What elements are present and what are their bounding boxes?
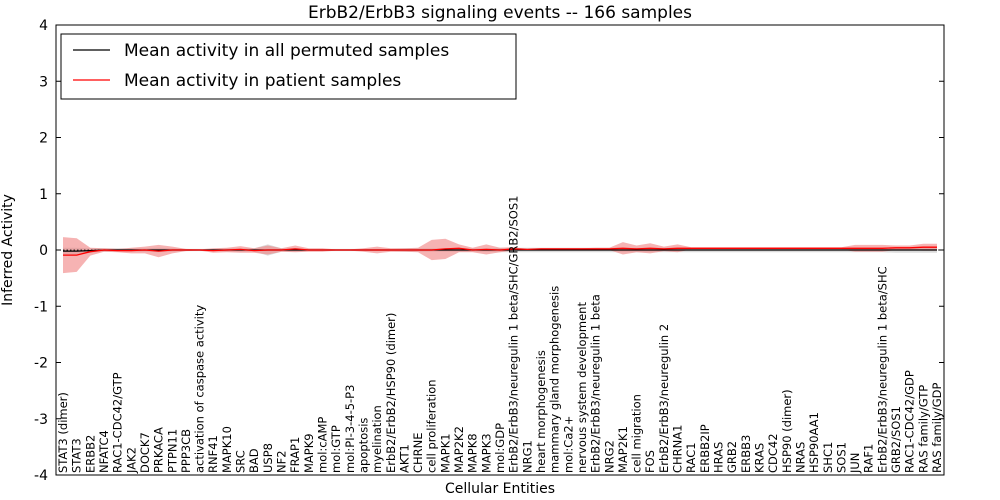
plot-frame bbox=[55, 24, 945, 476]
x-category-label: myelination bbox=[370, 405, 384, 473]
y-tick-label: -3 bbox=[34, 412, 48, 428]
x-category-label: RAC1 bbox=[684, 442, 698, 473]
x-category-label: GRB2 bbox=[725, 441, 739, 473]
x-category-label: RAC1-CDC42/GDP bbox=[903, 370, 917, 473]
x-category-label: SRC bbox=[234, 450, 248, 473]
x-category-label: mol:cAMP bbox=[315, 417, 329, 473]
x-category-label: RNF41 bbox=[206, 435, 220, 473]
x-category-label: NFATC4 bbox=[97, 430, 111, 473]
y-tick-label: -2 bbox=[34, 356, 48, 372]
x-category-label: RAC1-CDC42/GTP bbox=[111, 372, 125, 473]
legend: Mean activity in all permuted samples Me… bbox=[60, 33, 517, 100]
x-category-label: apoptosis bbox=[356, 418, 370, 473]
x-category-label: HSP90AA1 bbox=[807, 412, 821, 473]
x-category-label: ErbB2/ErbB3/neuregulin 1 beta bbox=[589, 294, 603, 473]
legend-label-patient: Mean activity in patient samples bbox=[124, 71, 401, 91]
x-category-label: MAPK10 bbox=[220, 426, 234, 473]
x-category-label: mol:GDP bbox=[493, 423, 507, 473]
series-lines bbox=[56, 246, 944, 256]
x-category-label: CDC42 bbox=[766, 433, 780, 473]
x-category-labels: STAT3 (dimer) STAT3 ERBB2 NFATC4 RAC1-CDC42/… bbox=[56, 196, 944, 474]
x-category-label: NF2 bbox=[275, 450, 289, 473]
x-category-label: USP8 bbox=[261, 443, 275, 473]
y-tick-label: -1 bbox=[34, 299, 48, 315]
x-category-label: MAPK9 bbox=[302, 433, 316, 473]
legend-box bbox=[60, 33, 517, 100]
x-category-label: NRAS bbox=[793, 442, 807, 473]
x-category-label: FRAP1 bbox=[288, 437, 302, 473]
x-category-label: RAS family/GDP bbox=[930, 383, 944, 473]
x-category-label: MAP2K2 bbox=[452, 426, 466, 473]
x-category-label: mol:Ca2+ bbox=[561, 416, 575, 473]
x-category-label: ErbB2/ErbB2/HSP90 (dimer) bbox=[384, 313, 398, 473]
x-category-label: BAD bbox=[247, 448, 261, 473]
x-category-label: FOS bbox=[643, 450, 657, 473]
x-category-label: ErbB2/ErbB3/neuregulin 1 beta/SHC bbox=[875, 266, 889, 473]
legend-label-permuted: Mean activity in all permuted samples bbox=[124, 41, 449, 61]
x-category-label: mol:GTP bbox=[329, 425, 343, 473]
x-category-label: cell migration bbox=[630, 394, 644, 473]
x-category-label: DOCK7 bbox=[138, 432, 152, 473]
x-category-label: AKT1 bbox=[397, 444, 411, 473]
x-category-label: GRB2/SOS1 bbox=[889, 406, 903, 473]
y-tick-label: 2 bbox=[39, 131, 48, 147]
band-series-1 bbox=[63, 237, 937, 274]
x-category-label: MAP2K1 bbox=[616, 426, 630, 473]
x-category-label: MAPK8 bbox=[466, 433, 480, 473]
y-axis-ticks: -4 -3 -2 -1 0 1 2 3 4 bbox=[34, 18, 944, 484]
x-category-label: SOS1 bbox=[834, 442, 848, 473]
x-category-label: KRAS bbox=[752, 443, 766, 473]
line-series-1 bbox=[63, 246, 937, 256]
x-category-label: JAK2 bbox=[124, 447, 138, 474]
x-category-label: activation of caspase activity bbox=[193, 305, 207, 473]
x-category-label: RAS family/GTP bbox=[916, 385, 930, 473]
x-category-label: ERBB2 bbox=[83, 435, 97, 473]
y-axis-label: Inferred Activity bbox=[0, 194, 16, 306]
x-category-label: nervous system development bbox=[575, 302, 589, 473]
x-category-label: STAT3 bbox=[70, 438, 84, 473]
uncertainty-bands bbox=[63, 237, 937, 274]
x-category-label: cell proliferation bbox=[425, 379, 439, 473]
y-tick-label: 3 bbox=[39, 74, 48, 90]
x-category-label: SHC1 bbox=[821, 442, 835, 473]
y-tick-label: -4 bbox=[34, 468, 48, 484]
x-category-label: CHRNA1 bbox=[671, 425, 685, 473]
x-category-label: mol:PI-3-4-5-P3 bbox=[343, 385, 357, 473]
x-category-label: ERBB3 bbox=[739, 435, 753, 473]
x-category-label: JUN bbox=[848, 453, 862, 474]
x-category-label: PPP3CB bbox=[179, 429, 193, 473]
x-category-label: NRG2 bbox=[602, 440, 616, 473]
x-category-label: PTPN11 bbox=[165, 429, 179, 473]
x-category-label: NRG1 bbox=[520, 440, 534, 473]
x-category-label: STAT3 (dimer) bbox=[56, 392, 70, 473]
x-category-label: CHRNE bbox=[411, 432, 425, 473]
x-category-label: ERBB2IP bbox=[698, 424, 712, 473]
x-category-label: mammary gland morphogenesis bbox=[548, 286, 562, 473]
x-category-label: HSP90 (dimer) bbox=[780, 389, 794, 473]
x-category-label: PRKACA bbox=[152, 427, 166, 473]
y-tick-label: 1 bbox=[39, 187, 48, 203]
x-category-label: ErbB2/ErbB3/neuregulin 1 beta/SHC/GRB2/S… bbox=[507, 196, 521, 473]
x-category-label: heart morphogenesis bbox=[534, 350, 548, 473]
x-category-label: HRAS bbox=[712, 442, 726, 473]
y-tick-label: 4 bbox=[39, 18, 48, 34]
chart-title: ErbB2/ErbB3 signaling events -- 166 samp… bbox=[308, 3, 692, 23]
x-category-label: MAPK1 bbox=[438, 433, 452, 473]
x-category-label: ErbB2/ErbB3/neuregulin 2 bbox=[657, 324, 671, 473]
x-category-label: RAF1 bbox=[862, 444, 876, 473]
x-category-label: MAPK3 bbox=[479, 433, 493, 473]
y-tick-label: 0 bbox=[39, 243, 48, 259]
x-axis-label: Cellular Entities bbox=[445, 481, 555, 497]
